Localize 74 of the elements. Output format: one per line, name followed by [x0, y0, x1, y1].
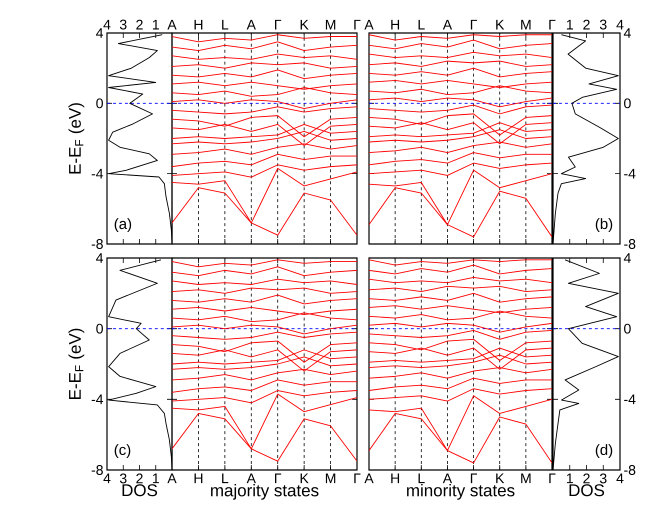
x-tick-label: H	[194, 474, 202, 484]
x-tick-label: L	[418, 474, 425, 484]
x-tick-label: 3	[120, 20, 127, 30]
x-tick-label: Γ	[470, 20, 478, 30]
y-tick-label: -4	[92, 168, 104, 178]
x-tick-label: 2	[136, 474, 143, 484]
x-tick-label: 4	[616, 474, 624, 484]
x-tick-label: Γ	[275, 474, 282, 484]
x-tick-label: Γ	[549, 20, 556, 30]
x-tick-label: K	[300, 474, 309, 484]
y-tick-label: -4	[92, 394, 104, 404]
y-tick-label: 4	[96, 253, 104, 263]
y-tick-label: 0	[96, 98, 103, 108]
x-tick-label: 1	[566, 20, 573, 30]
x-tick-label: A	[167, 20, 177, 30]
y-tick-label: -4	[624, 394, 636, 404]
x-tick-label: H	[391, 474, 400, 484]
x-tick-label: Γ	[354, 474, 360, 484]
x-axis-title: DOS	[122, 484, 158, 496]
x-tick-label: A	[442, 20, 452, 30]
y-axis-title: E-E$_{F}$ (eV)	[68, 103, 84, 174]
annotation: (d)	[596, 444, 612, 458]
x-tick-label: Γ	[275, 20, 282, 30]
x-tick-label: 2	[583, 474, 590, 484]
x-tick-label: Γ	[354, 20, 360, 30]
x-tick-label: K	[300, 20, 309, 30]
x-tick-label: L	[222, 474, 228, 484]
annotation: (b)	[596, 218, 612, 232]
annotation: (c)	[114, 444, 130, 458]
y-tick-label: -8	[92, 465, 103, 475]
x-tick-label: Γ	[470, 474, 478, 484]
x-tick-label: A	[442, 474, 452, 484]
x-tick-label: 2	[583, 20, 590, 30]
y-tick-label: 4	[96, 28, 104, 38]
x-tick-label: 4	[103, 20, 110, 30]
x-tick-label: L	[222, 20, 228, 30]
x-tick-label: M	[521, 474, 531, 484]
x-tick-label: 2	[136, 20, 143, 30]
y-tick-label: 0	[624, 324, 631, 334]
x-tick-label: K	[496, 20, 504, 30]
x-tick-label: M	[326, 20, 336, 30]
x-tick-label: A	[167, 474, 177, 484]
x-tick-label: Γ	[549, 474, 556, 484]
x-tick-label: A	[364, 20, 374, 30]
x-axis-title: DOS	[570, 484, 604, 496]
x-tick-label: 4	[103, 474, 110, 484]
annotation: (a)	[114, 218, 132, 232]
x-tick-label: A	[364, 474, 374, 484]
x-tick-label: L	[418, 20, 425, 30]
x-tick-label: 3	[600, 474, 607, 484]
x-tick-label: 4	[616, 20, 624, 30]
x-tick-label: 1	[566, 474, 573, 484]
y-tick-label: 0	[96, 324, 103, 334]
y-tick-label: -8	[92, 239, 103, 249]
x-tick-label: A	[246, 20, 256, 30]
x-tick-label: 3	[600, 20, 607, 30]
x-tick-label: 3	[120, 474, 127, 484]
x-tick-label: H	[194, 20, 202, 30]
x-axis-title: majority states	[211, 484, 318, 500]
y-tick-label: -8	[624, 465, 636, 475]
y-axis-title: E-E$_{F}$ (eV)	[68, 328, 84, 399]
x-tick-label: M	[326, 474, 336, 484]
x-tick-label: H	[391, 20, 400, 30]
x-tick-label: K	[496, 474, 504, 484]
x-tick-label: 1	[152, 20, 159, 30]
y-tick-label: 4	[624, 253, 631, 263]
y-tick-label: 4	[624, 28, 631, 38]
x-tick-label: M	[521, 20, 531, 30]
x-axis-title: minority states	[407, 484, 514, 500]
x-tick-label: A	[246, 474, 256, 484]
y-tick-label: -8	[624, 239, 636, 249]
y-tick-label: -4	[624, 168, 636, 178]
y-tick-label: 0	[624, 98, 631, 108]
x-tick-label: 1	[152, 474, 159, 484]
